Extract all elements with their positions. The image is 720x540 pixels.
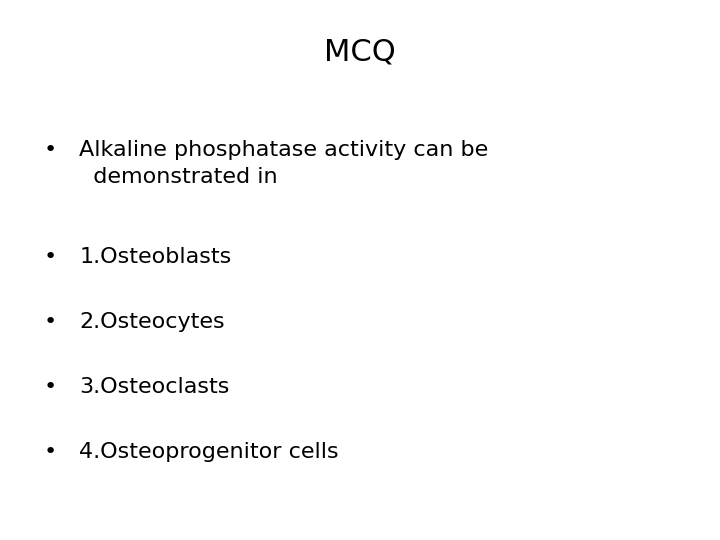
Text: MCQ: MCQ [324, 38, 396, 67]
Text: •: • [44, 377, 57, 397]
Text: •: • [44, 312, 57, 332]
Text: 1.Osteoblasts: 1.Osteoblasts [79, 247, 231, 267]
Text: •: • [44, 140, 57, 160]
Text: 3.Osteoclasts: 3.Osteoclasts [79, 377, 230, 397]
Text: •: • [44, 247, 57, 267]
Text: Alkaline phosphatase activity can be
  demonstrated in: Alkaline phosphatase activity can be dem… [79, 140, 488, 187]
Text: 4.Osteoprogenitor cells: 4.Osteoprogenitor cells [79, 442, 339, 462]
Text: •: • [44, 442, 57, 462]
Text: 2.Osteocytes: 2.Osteocytes [79, 312, 225, 332]
